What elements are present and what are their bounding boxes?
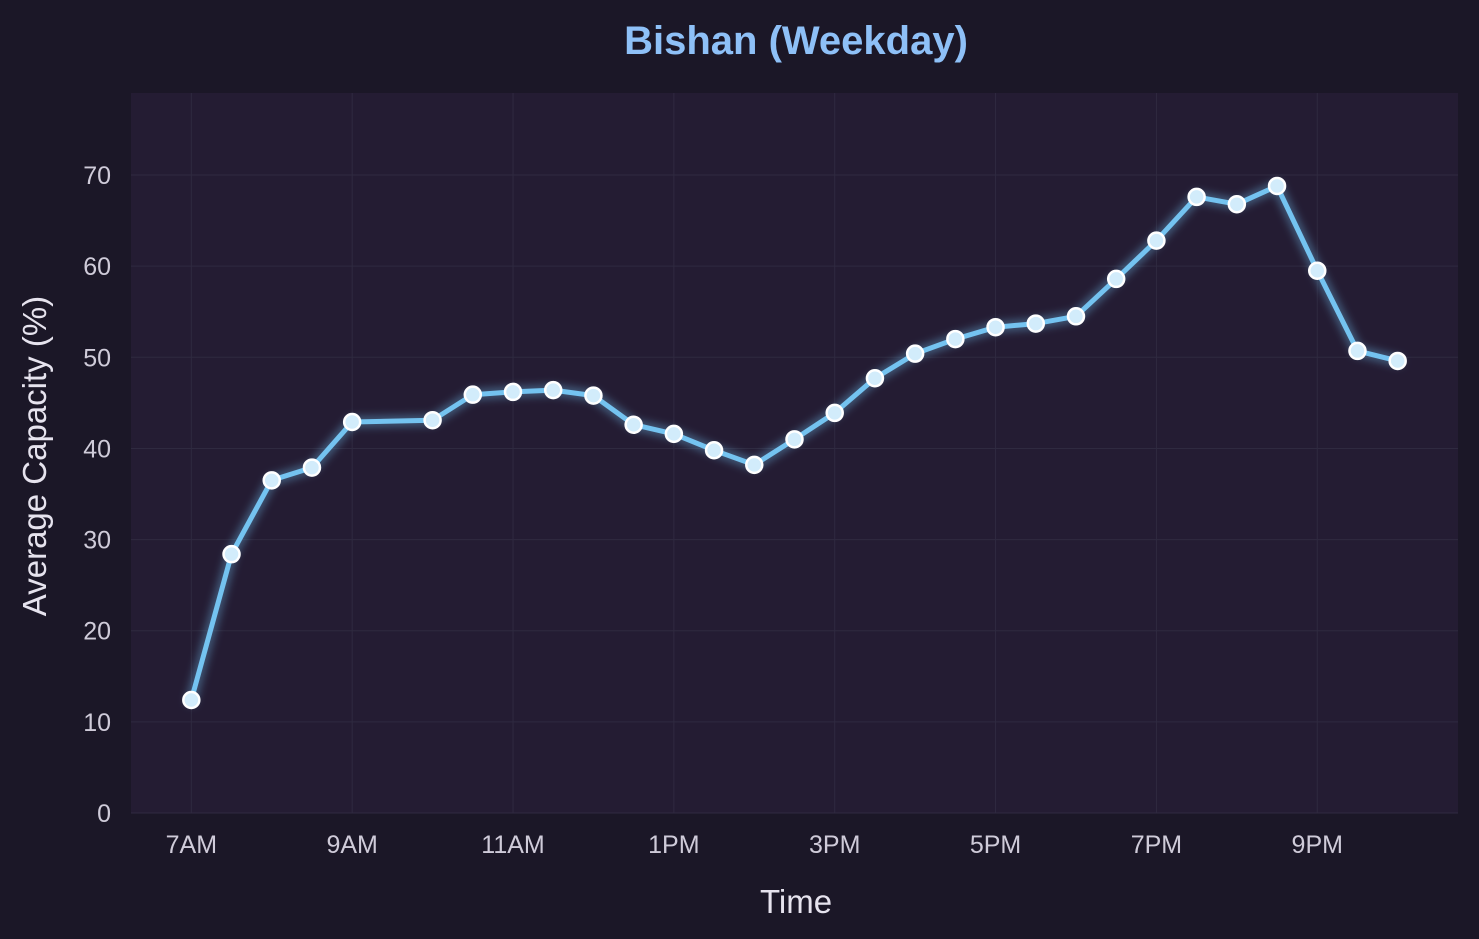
data-point	[1106, 269, 1126, 289]
data-point	[1026, 314, 1046, 333]
data-point	[865, 369, 885, 388]
y-tick-label: 60	[83, 253, 111, 281]
data-point	[543, 380, 563, 400]
data-point	[302, 458, 322, 477]
data-point	[423, 410, 442, 430]
data-point	[1267, 176, 1287, 196]
x-tick-label: 1PM	[648, 831, 699, 859]
data-point	[905, 344, 925, 363]
x-tick-label: 9PM	[1292, 831, 1343, 859]
data-point	[1066, 307, 1086, 326]
data-point	[785, 430, 804, 449]
x-tick-label: 9AM	[326, 831, 377, 859]
data-point	[1227, 194, 1247, 214]
x-axis-label: Time	[760, 883, 832, 920]
y-tick-label: 30	[83, 527, 111, 555]
grid	[131, 93, 1458, 814]
data-point	[664, 424, 684, 444]
data-point	[704, 441, 724, 460]
data-point	[1187, 187, 1206, 207]
data-point	[1308, 261, 1327, 280]
y-tick-label: 10	[83, 709, 111, 737]
y-axis-label: Average Capacity (%)	[16, 296, 53, 616]
marker-layer	[182, 176, 1407, 710]
data-point	[624, 415, 643, 434]
data-point	[262, 471, 281, 490]
y-tick-label: 40	[83, 435, 111, 463]
data-point	[986, 317, 1005, 337]
data-point	[1147, 231, 1166, 250]
y-tick-label: 70	[83, 162, 111, 190]
data-point	[182, 690, 201, 710]
data-point	[825, 403, 844, 423]
y-axis-ticks: 0 10 20 30 40 50 60 70	[83, 162, 111, 828]
x-tick-label: 11AM	[481, 831, 544, 859]
x-tick-label: 7PM	[1131, 831, 1182, 859]
x-tick-label: 5PM	[970, 831, 1021, 859]
x-axis-ticks: 7AM 9AM 11AM 1PM 3PM 5PM 7PM 9PM	[166, 831, 1343, 859]
data-point	[503, 382, 523, 402]
data-point	[222, 544, 241, 564]
y-tick-label: 0	[97, 800, 111, 828]
x-tick-label: 7AM	[166, 831, 217, 859]
data-point	[584, 386, 603, 405]
data-point	[463, 385, 483, 404]
data-point	[946, 329, 965, 349]
chart-title: Bishan (Weekday)	[624, 19, 968, 63]
data-point	[1348, 341, 1367, 361]
y-tick-label: 20	[83, 618, 111, 646]
data-point	[1388, 351, 1407, 371]
y-tick-label: 50	[83, 344, 111, 372]
data-point	[342, 412, 362, 432]
data-point	[745, 455, 764, 475]
x-tick-label: 3PM	[809, 831, 860, 859]
